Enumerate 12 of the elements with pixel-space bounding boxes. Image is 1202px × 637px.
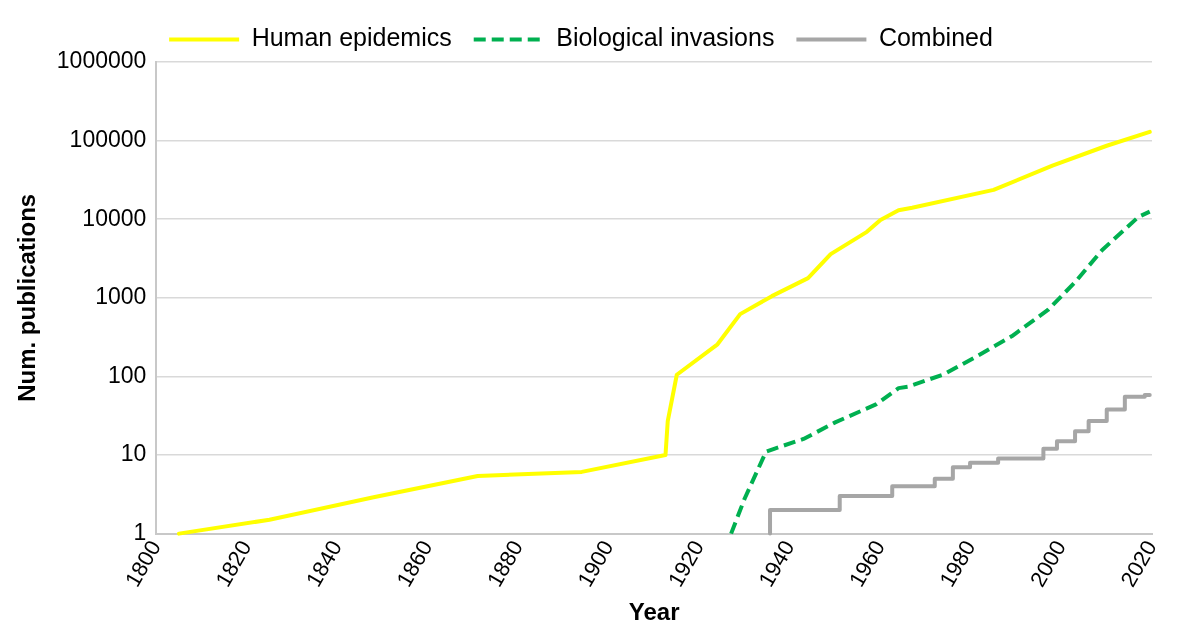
legend-label: Biological invasions (556, 23, 775, 52)
line-series (729, 209, 1152, 536)
legend-label: Human epidemics (251, 23, 452, 52)
x-axis-title: Year (628, 598, 680, 626)
y-tick-label: 100000 (69, 125, 147, 152)
y-tick-label: 100 (107, 361, 147, 388)
y-axis-title: Num. publications (13, 193, 41, 402)
y-tick-label: 1000 (95, 283, 147, 310)
y-tick-label: 1000000 (56, 47, 147, 74)
y-tick-label: 10000 (82, 204, 147, 231)
legend-label: Combined (878, 23, 993, 52)
y-tick-label: 10 (120, 440, 147, 467)
